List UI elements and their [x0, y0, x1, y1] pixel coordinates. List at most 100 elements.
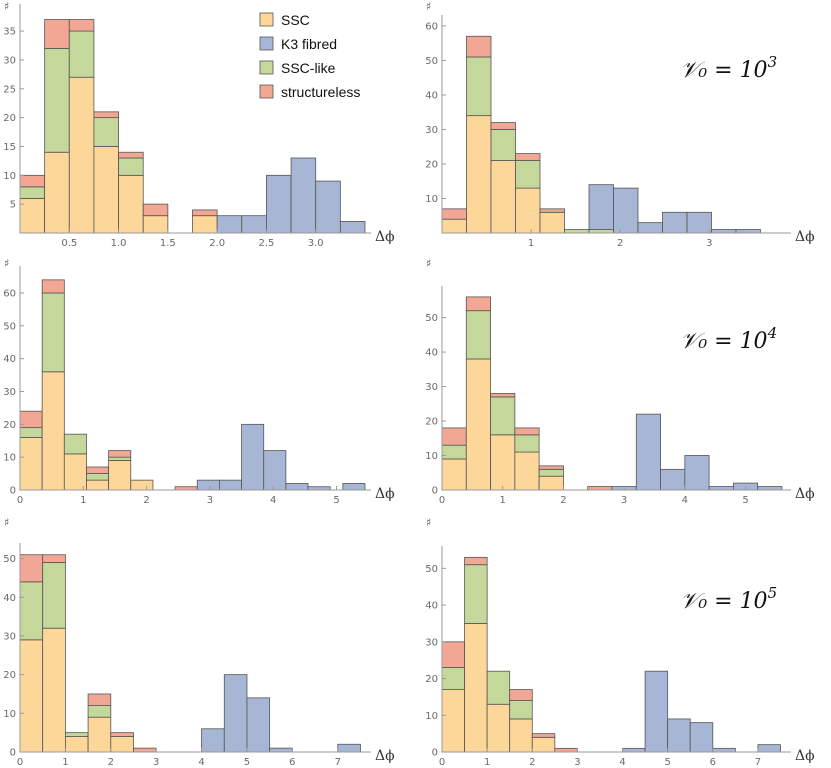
bar-k3-fibred-10 [269, 747, 293, 753]
bar-k3-fibred-8 [223, 674, 248, 753]
legend-swatch-k3-fibred [259, 36, 274, 51]
bar-structureless-3 [68, 19, 95, 32]
bar-ssc-6 [130, 479, 154, 491]
bar-ssc-3 [64, 736, 89, 753]
y-tick-label: 0 [432, 748, 438, 759]
bar-ssc-7 [192, 215, 218, 234]
y-tick-label: 50 [425, 56, 438, 67]
annotation-exponent: 4 [767, 324, 778, 342]
bar-ssc-5 [539, 211, 565, 234]
y-tick-label: 50 [425, 564, 438, 575]
bar-ssc-like-1 [19, 581, 44, 641]
bar-k3-fibred-7 [201, 728, 225, 753]
bar-k3-fibred-11 [708, 486, 734, 491]
y-tick-label: 20 [425, 159, 438, 170]
bar-k3-fibred-10 [689, 722, 714, 753]
x-axis-label: Δϕ [375, 229, 395, 245]
bar-k3-fibred-11 [290, 157, 317, 234]
y-axis-label: ♯ [426, 516, 431, 529]
x-tick-label: 2 [108, 757, 114, 768]
bar-structureless-4 [509, 689, 533, 701]
x-tick-label: 4 [270, 495, 276, 506]
bar-ssc-3 [68, 76, 95, 234]
y-tick-label: 40 [3, 593, 16, 604]
y-tick-label: 50 [3, 321, 16, 332]
y-axis-label: ♯ [426, 257, 431, 270]
y-tick-label: 10 [425, 711, 438, 722]
bar-ssc-like-5 [538, 468, 564, 477]
bar-ssc-like-4 [515, 160, 541, 189]
bar-ssc-like-7 [588, 229, 614, 234]
x-tick-label: 7 [335, 757, 341, 768]
x-tick-label: 5 [244, 757, 250, 768]
bar-k3-fibred-11 [263, 450, 287, 491]
bar-ssc-3 [490, 434, 516, 491]
bar-structureless-7 [192, 209, 218, 217]
x-tick-label: 4 [198, 757, 204, 768]
bar-ssc-1 [441, 689, 465, 753]
bar-ssc-2 [464, 623, 488, 753]
y-tick-label: 5 [10, 200, 16, 211]
y-tick-label: 25 [3, 84, 16, 95]
bar-ssc-2 [41, 371, 65, 491]
bar-k3-fibred-8 [644, 670, 669, 753]
bar-ssc-like-2 [42, 562, 66, 629]
y-tick-label: 30 [3, 631, 16, 642]
annotation-exponent: 5 [768, 584, 778, 602]
legend: SSC K3 fibred SSC-like structureless [259, 12, 360, 100]
bar-ssc-4 [515, 187, 541, 234]
bar-ssc-like-2 [41, 292, 65, 373]
annotation-base: 𝒱₀ = 10 [680, 329, 768, 354]
bar-structureless-1 [441, 208, 467, 220]
x-tick-label: 0 [439, 495, 445, 506]
bar-k3-fibred-9 [241, 215, 267, 234]
bar-structureless-2 [465, 296, 491, 312]
x-tick-label: 2 [143, 495, 149, 506]
bar-structureless-6 [587, 486, 613, 491]
x-tick-label: 2 [529, 757, 535, 768]
y-axis-label: ♯ [4, 0, 9, 13]
x-tick-label: 0.5 [61, 238, 77, 249]
annotation-base: 𝒱₀ = 10 [680, 58, 768, 83]
bar-k3-fibred-8 [635, 413, 661, 491]
y-axis-label: ♯ [426, 0, 431, 13]
y-tick-label: 10 [425, 451, 438, 462]
bar-k3-fibred-12 [285, 483, 309, 491]
x-tick-label: 0 [439, 757, 445, 768]
bar-ssc-like-6 [564, 229, 590, 234]
x-tick-label: 2 [560, 495, 566, 506]
bar-k3-fibred-8 [216, 215, 243, 234]
bar-k3-fibred-9 [660, 468, 686, 491]
bar-ssc-3 [486, 703, 511, 753]
bar-structureless-5 [539, 208, 565, 213]
x-tick-label: 1 [62, 757, 68, 768]
y-tick-label: 40 [3, 354, 16, 365]
bar-structureless-5 [108, 450, 132, 458]
x-axis-label: Δϕ [375, 748, 395, 764]
y-tick-label: 20 [425, 674, 438, 685]
y-tick-label: 20 [3, 113, 16, 124]
bar-ssc-1 [19, 639, 44, 753]
x-tick-label: 4 [682, 495, 688, 506]
volume-annotation: 𝒱₀ = 104 [680, 324, 777, 354]
x-tick-label: 4 [619, 757, 625, 768]
y-tick-label: 50 [425, 313, 438, 324]
x-tick-label: 5 [664, 757, 670, 768]
x-tick-label: 5 [333, 495, 339, 506]
bar-structureless-1 [441, 641, 465, 668]
bar-ssc-6 [142, 215, 169, 234]
y-tick-label: 10 [425, 194, 438, 205]
bar-k3-fibred-11 [337, 743, 361, 753]
bar-ssc-like-1 [441, 444, 467, 460]
bar-k3-fibred-10 [684, 455, 710, 491]
bar-ssc-like-4 [509, 700, 533, 720]
x-tick-label: 2 [617, 238, 623, 249]
bar-structureless-4 [86, 466, 110, 474]
bar-ssc-5 [118, 174, 144, 234]
bar-structureless-6 [554, 747, 578, 753]
bar-ssc-like-3 [486, 670, 511, 705]
bar-ssc-5 [108, 460, 132, 491]
bar-ssc-4 [87, 716, 112, 753]
bar-ssc-like-3 [490, 396, 516, 436]
bar-ssc-4 [514, 451, 540, 491]
